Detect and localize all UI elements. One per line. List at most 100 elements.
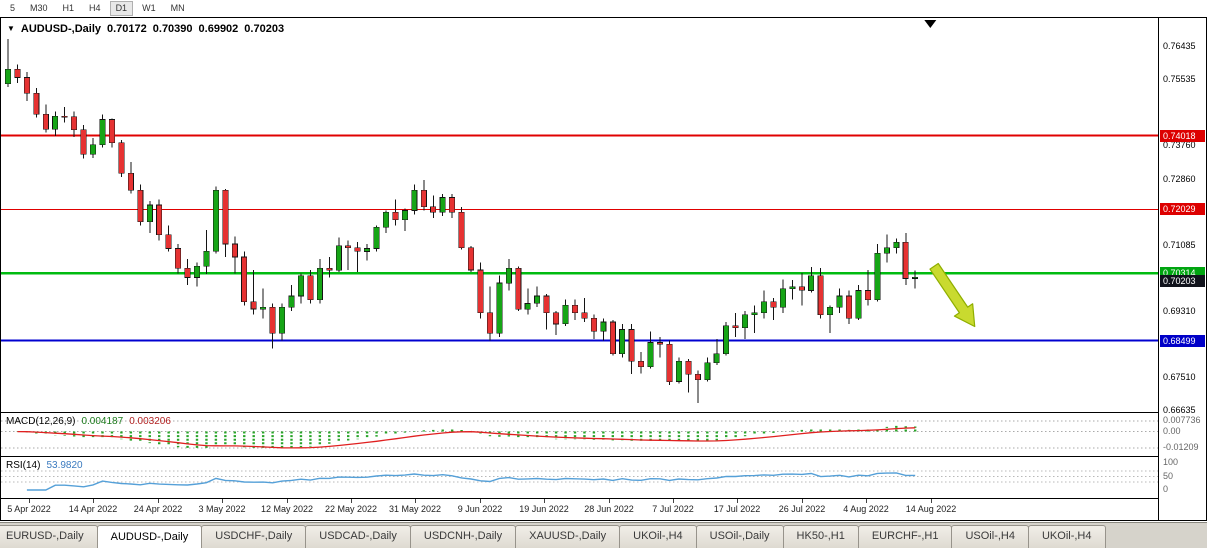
macd-name: MACD(12,26,9) <box>6 416 76 427</box>
macd-scale-label: 0.007736 <box>1163 415 1201 425</box>
tab-usdcnh-daily[interactable]: USDCNH-,Daily <box>409 525 517 548</box>
macd-signal-line <box>17 427 916 449</box>
date-label: 4 Aug 2022 <box>843 504 889 514</box>
tab-xauusd-daily[interactable]: XAUUSD-,Daily <box>515 525 621 548</box>
date-label: 9 Jun 2022 <box>457 504 503 514</box>
collapse-chart-icon[interactable]: ▼ <box>7 24 15 33</box>
price-tick-label: 0.67510 <box>1163 372 1196 382</box>
date-tick <box>866 499 867 503</box>
ohlc-high: 0.70390 <box>152 23 193 35</box>
rsi-scale-label: 0 <box>1163 484 1169 494</box>
date-label: 5 Apr 2022 <box>7 504 51 514</box>
ohlc-low: 0.69902 <box>198 23 239 35</box>
date-label: 31 May 2022 <box>388 504 442 514</box>
price-badge-0.68499: 0.68499 <box>1160 335 1205 347</box>
timeframe-button-h4[interactable]: H4 <box>89 3 101 13</box>
date-label: 7 Jul 2022 <box>652 504 694 514</box>
macd-signal-value: 0.003206 <box>129 416 171 427</box>
tab-audusd-daily[interactable]: AUDUSD-,Daily <box>96 525 203 548</box>
rsi-value: 53.9820 <box>46 460 83 471</box>
rsi-panel: RSI(14) 53.9820 <box>1 456 1158 498</box>
date-tick <box>737 499 738 503</box>
chart-header: ▼ AUDUSD-,Daily 0.70172 0.70390 0.69902 … <box>7 23 284 35</box>
date-label: 22 May 2022 <box>324 504 378 514</box>
price-tick-label: 0.76435 <box>1163 41 1196 51</box>
chart-shift-marker-icon[interactable] <box>924 20 937 28</box>
macd-histogram <box>16 425 917 450</box>
date-label: 14 Apr 2022 <box>68 504 118 514</box>
timeframe-toolbar: 5 M30 H1 H4 D1 W1 MN <box>0 0 1207 17</box>
macd-panel: MACD(12,26,9) 0.004187 0.003206 <box>1 412 1158 456</box>
rsi-chart <box>1 470 1158 491</box>
date-tick <box>415 499 416 503</box>
date-tick <box>673 499 674 503</box>
macd-scale-label: -0.01209 <box>1163 442 1199 452</box>
date-tick <box>287 499 288 503</box>
price-axis: 0.76435 0.75535 0.73760 0.72860 0.71085 0.693… <box>1158 18 1206 520</box>
date-label: 12 May 2022 <box>260 504 314 514</box>
date-label: 24 Apr 2022 <box>133 504 183 514</box>
timeframe-button-mn[interactable]: MN <box>170 3 185 13</box>
tab-eurchf-h1[interactable]: EURCHF-,H1 <box>857 525 953 548</box>
rsi-scale-label: 50 <box>1163 471 1174 481</box>
timeframe-button-m30[interactable]: M30 <box>30 3 48 13</box>
price-tick-label: 0.72860 <box>1163 174 1196 184</box>
timeframe-button-w1[interactable]: W1 <box>142 3 156 13</box>
date-tick <box>351 499 352 503</box>
date-tick <box>931 499 932 503</box>
tab-usoil-daily[interactable]: USOil-,Daily <box>695 525 784 548</box>
candles-layer <box>5 39 919 404</box>
timeframe-button-h1[interactable]: H1 <box>62 3 75 13</box>
date-tick <box>222 499 223 503</box>
date-tick <box>158 499 159 503</box>
date-tick <box>609 499 610 503</box>
macd-main-value: 0.004187 <box>81 416 124 427</box>
rsi-levels <box>1 470 1158 483</box>
rsi-label: RSI(14) 53.9820 <box>6 460 83 471</box>
price-badge-0.70203: 0.70203 <box>1160 275 1205 287</box>
price-tick-label: 0.71085 <box>1163 240 1196 250</box>
chart-symbol-label: AUDUSD-,Daily <box>20 23 101 35</box>
main-chart-panel[interactable]: ▼ AUDUSD-,Daily 0.70172 0.70390 0.69902 … <box>1 18 1158 412</box>
price-tick-label: 0.75535 <box>1163 74 1196 84</box>
macd-scale-label: 0.00 <box>1163 426 1181 436</box>
date-label: 26 Jul 2022 <box>778 504 826 514</box>
date-tick <box>480 499 481 503</box>
price-tick-label: 0.66635 <box>1163 405 1196 415</box>
macd-chart <box>1 420 1158 450</box>
symbol-tab-strip: EURUSD-,Daily AUDUSD-,Daily USDCHF-,Daily U… <box>0 525 1106 548</box>
symbol-tab-bar: EURUSD-,Daily AUDUSD-,Daily USDCHF-,Daily U… <box>0 522 1207 548</box>
hlines-layer[interactable] <box>1 134 1158 342</box>
arrow-annotation[interactable] <box>925 260 984 333</box>
ohlc-close: 0.70203 <box>244 23 285 35</box>
tab-ukoil-h4[interactable]: UKOil-,H4 <box>1027 525 1106 548</box>
date-tick <box>29 499 30 503</box>
timeframe-button-5[interactable]: 5 <box>10 3 16 13</box>
date-tick <box>544 499 545 503</box>
rsi-name: RSI(14) <box>6 460 41 471</box>
timeframe-button-d1[interactable]: D1 <box>109 1 134 16</box>
date-label: 17 Jul 2022 <box>713 504 761 514</box>
tab-eurusd-daily[interactable]: EURUSD-,Daily <box>0 525 98 548</box>
rsi-scale-label: 100 <box>1163 457 1179 467</box>
price-tick-label: 0.73760 <box>1163 140 1196 150</box>
tab-usdchf-daily[interactable]: USDCHF-,Daily <box>201 525 307 548</box>
candlestick-chart[interactable] <box>1 18 1158 412</box>
macd-label: MACD(12,26,9) 0.004187 0.003206 <box>6 416 171 427</box>
date-tick <box>93 499 94 503</box>
price-badge-0.74018: 0.74018 <box>1160 130 1205 142</box>
rsi-line <box>26 472 916 491</box>
date-label: 14 Aug 2022 <box>905 504 957 514</box>
tab-hk50-h1[interactable]: HK50-,H1 <box>782 525 859 548</box>
tab-usoil-h4[interactable]: USOil-,H4 <box>951 525 1029 548</box>
date-tick <box>802 499 803 503</box>
tab-ukoil-h4[interactable]: UKOil-,H4 <box>619 525 697 548</box>
date-label: 19 Jun 2022 <box>519 504 569 514</box>
price-badge-0.72029: 0.72029 <box>1160 203 1205 215</box>
price-tick-label: 0.69310 <box>1163 306 1196 316</box>
tab-usdcad-daily[interactable]: USDCAD-,Daily <box>305 525 411 548</box>
date-label: 3 May 2022 <box>198 504 246 514</box>
date-label: 28 Jun 2022 <box>584 504 634 514</box>
macd-grid <box>1 420 1158 449</box>
